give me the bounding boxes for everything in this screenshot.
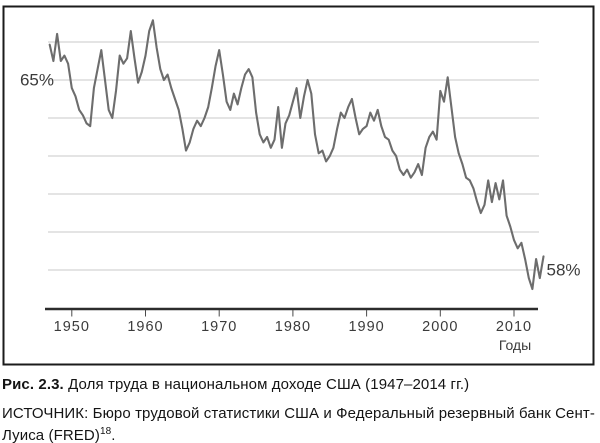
x-axis-title: Годы <box>499 337 531 353</box>
x-tick-marks <box>71 310 515 317</box>
x-tick-label: 2010 <box>496 319 532 335</box>
series-line <box>48 19 545 291</box>
x-tick-label: 1980 <box>275 319 311 335</box>
figure-caption: Рис. 2.3. Доля труда в национальном дохо… <box>2 376 598 393</box>
labor-share-line-chart: 1950 1960 1970 1980 1990 2000 2010 65% 58% Годы <box>2 5 595 366</box>
x-tick-label: 1970 <box>201 319 237 335</box>
x-tick-label: 1960 <box>127 319 163 335</box>
caption-number: Рис. 2.3. <box>2 376 64 393</box>
footnote-ref: 18 <box>99 425 112 437</box>
source-line1: ИСТОЧНИК: Бюро трудовой статистики США и… <box>2 405 595 422</box>
y-value-label-65pct: 65% <box>20 71 54 90</box>
y-value-labels: 65% 58% <box>20 71 581 280</box>
x-tick-label: 2000 <box>422 319 458 335</box>
labor-share-series <box>48 19 545 291</box>
chart-frame <box>2 5 595 366</box>
x-tick-label: 1950 <box>54 319 90 335</box>
source-line2-end: . <box>111 426 116 443</box>
x-tick-label: 1990 <box>348 319 384 335</box>
source-line2: Луиса (FRED) <box>2 426 100 443</box>
figure-source: ИСТОЧНИК: Бюро трудовой статистики США и… <box>2 403 600 443</box>
gridlines <box>48 41 539 271</box>
y-value-label-58pct: 58% <box>547 261 581 280</box>
x-tick-labels: 1950 1960 1970 1980 1990 2000 2010 <box>54 319 532 335</box>
caption-text: Доля труда в национальном доходе США (19… <box>68 376 470 393</box>
